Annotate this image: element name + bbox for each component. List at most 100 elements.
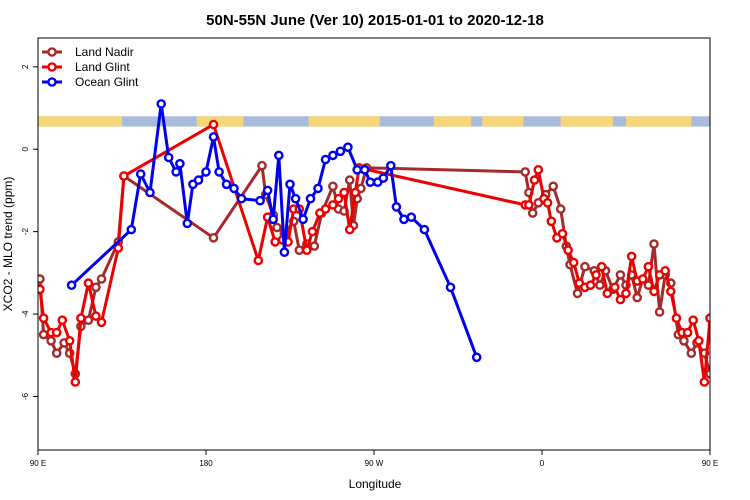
data-point <box>175 158 185 169</box>
data-point <box>255 195 265 206</box>
data-point <box>344 175 355 185</box>
data-point <box>38 313 49 324</box>
data-point <box>615 294 626 305</box>
data-point <box>585 280 596 291</box>
y-axis-label: XCO2 - MLO trend (ppm) <box>1 177 15 312</box>
data-point <box>96 274 107 284</box>
data-point <box>568 257 579 268</box>
data-point <box>298 214 308 225</box>
x-axis-label: Longitude <box>349 477 402 491</box>
y-tick-label: 0 <box>21 146 30 151</box>
data-point <box>419 224 430 235</box>
data-point <box>156 99 166 109</box>
data-point <box>520 167 531 177</box>
data-point <box>320 154 331 165</box>
data-point <box>279 247 290 257</box>
data-point <box>365 177 376 187</box>
data-point <box>208 119 219 130</box>
data-point <box>524 200 534 210</box>
data-point <box>557 228 568 239</box>
data-point <box>51 348 62 359</box>
data-point <box>307 226 318 237</box>
data-point <box>615 270 626 280</box>
data-point <box>626 251 637 262</box>
data-point <box>262 185 273 196</box>
data-point <box>273 150 284 161</box>
data-point <box>385 160 396 171</box>
data-point <box>335 146 346 157</box>
data-point <box>632 292 643 303</box>
data-point <box>654 307 665 317</box>
data-point <box>333 193 344 204</box>
data-point <box>638 274 648 284</box>
data-point <box>119 171 129 181</box>
data-point <box>272 222 282 233</box>
data-point <box>529 175 540 185</box>
data-point <box>38 329 49 340</box>
data-point <box>596 261 607 272</box>
data-point <box>57 315 68 326</box>
data-point <box>309 241 320 251</box>
data-point <box>391 202 402 212</box>
data-point <box>445 282 456 293</box>
data-point <box>542 197 553 208</box>
data-point <box>399 214 409 225</box>
data-point <box>76 313 86 324</box>
data-point <box>344 224 355 235</box>
legend-label: Ocean Glint <box>75 75 139 89</box>
data-point <box>182 218 193 229</box>
data-point <box>201 167 211 177</box>
data-point <box>406 212 417 222</box>
data-point <box>527 208 538 218</box>
data-point <box>145 187 155 198</box>
data-point <box>236 193 247 204</box>
data-point <box>352 164 363 175</box>
band-land-segment-2 <box>308 116 380 127</box>
legend-item: Ocean Glint <box>42 75 139 89</box>
data-point <box>595 280 605 291</box>
data-point <box>221 179 232 190</box>
data-point <box>290 193 301 204</box>
data-point <box>253 255 264 266</box>
y-tick-label: 2 <box>21 64 30 69</box>
data-point <box>694 335 704 346</box>
series-layer <box>38 99 710 387</box>
data-point <box>359 164 370 175</box>
data-point <box>328 200 338 210</box>
data-point <box>38 284 45 295</box>
data-point <box>66 280 77 291</box>
data-point <box>270 237 280 247</box>
data-point <box>38 274 45 284</box>
data-point <box>555 204 566 214</box>
band-land-segment-1 <box>196 116 244 127</box>
data-point <box>208 232 219 243</box>
data-point <box>301 245 312 255</box>
y-tick-label: -6 <box>21 392 30 400</box>
x-tick-label: 90 E <box>30 459 46 468</box>
band-land-segment-6 <box>626 116 692 127</box>
data-point <box>343 142 353 152</box>
band-land-segment-0 <box>38 116 122 127</box>
data-point <box>563 245 573 255</box>
data-point <box>285 179 295 190</box>
data-point <box>83 315 94 326</box>
data-point <box>163 152 174 163</box>
data-point <box>257 160 267 171</box>
x-tick-label: 90 W <box>365 459 384 468</box>
data-point <box>113 243 124 253</box>
data-point <box>378 173 389 183</box>
data-point <box>171 167 181 177</box>
data-point <box>686 348 697 359</box>
data-point <box>649 286 659 297</box>
data-point <box>602 288 613 299</box>
data-point <box>214 167 224 177</box>
y-axis-ticks: -6 -4 -2 0 2 <box>21 64 38 400</box>
chart-title: 50N-55N June (Ver 10) 2015-01-01 to 2020… <box>206 12 544 29</box>
data-point <box>688 315 699 326</box>
legend-item: Land Nadir <box>42 45 134 59</box>
data-point <box>51 327 62 338</box>
data-point <box>546 216 557 227</box>
legend-item: Land Glint <box>42 60 130 74</box>
data-point <box>339 187 349 198</box>
